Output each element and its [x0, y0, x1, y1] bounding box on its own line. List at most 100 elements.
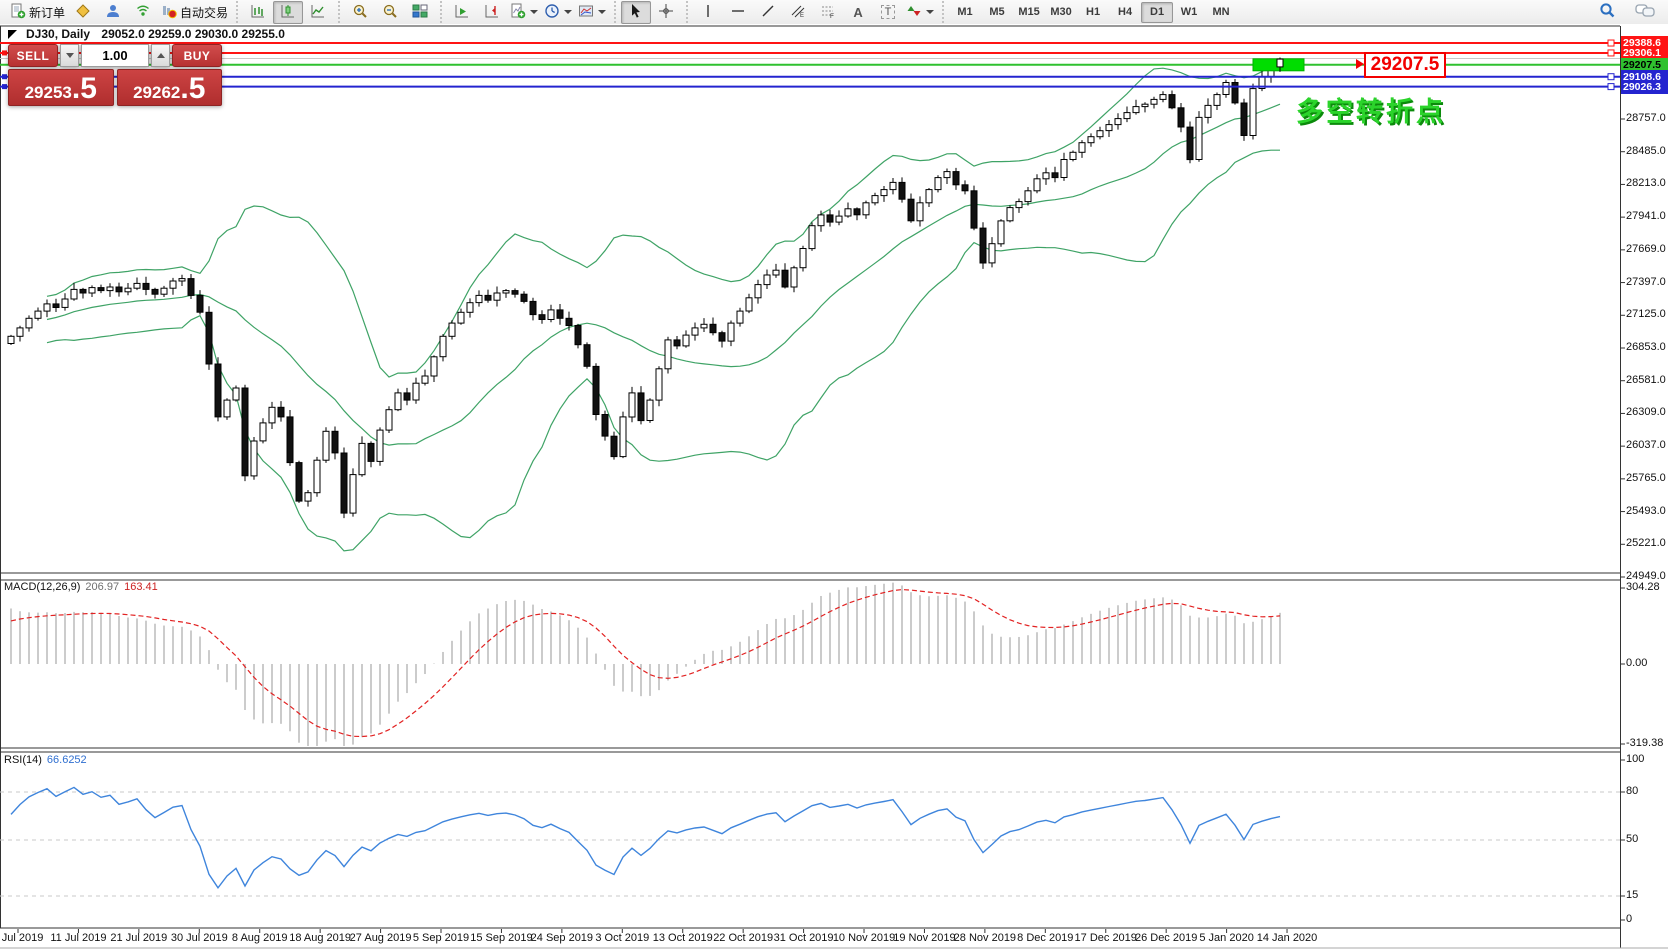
price-tick-label: 26853.0	[1626, 340, 1666, 353]
zoom-in-icon	[352, 3, 368, 22]
new-order-label: 新订单	[29, 5, 66, 20]
volume-decrease-button[interactable]	[60, 44, 79, 67]
price-level-label: 29026.3	[1621, 79, 1668, 94]
trendline-button[interactable]	[753, 1, 783, 24]
buy-price-display[interactable]: 29262 .5	[116, 69, 222, 106]
horizontal-line-button[interactable]	[723, 1, 753, 24]
equidistant-channel-button[interactable]: E	[783, 1, 813, 24]
text-label-button[interactable]: T	[873, 1, 903, 24]
date-label: 28 Nov 2019	[953, 932, 1017, 944]
arrows-caret-icon	[926, 10, 935, 14]
price-callout[interactable]: 29207.5	[1356, 51, 1446, 78]
vertical-line-button[interactable]	[693, 1, 723, 24]
volume-input[interactable]: 1.00	[81, 44, 149, 67]
price-tick-label: 28485.0	[1626, 144, 1666, 157]
one-click-trading-toggle-icon[interactable]	[8, 30, 17, 39]
macd-tick-label: -319.38	[1626, 737, 1664, 749]
spin-up-icon	[156, 53, 165, 58]
charts-icon	[75, 3, 91, 22]
horizontal-line-icon	[730, 3, 746, 22]
autotrading-icon	[161, 3, 177, 22]
volume-increase-button[interactable]	[151, 44, 170, 67]
profiles-button[interactable]	[98, 1, 128, 24]
date-label: 11 Jul 2019	[50, 932, 107, 944]
timeframe-button-MN[interactable]: MN	[1212, 6, 1230, 18]
buy-button[interactable]: BUY	[172, 44, 222, 67]
price-tick-label: 27941.0	[1626, 210, 1666, 223]
zoom-out-button[interactable]	[375, 1, 405, 24]
sell-button[interactable]: SELL	[8, 44, 58, 67]
autotrading-button[interactable]: 自动交易	[158, 1, 231, 24]
line-chart-button[interactable]	[303, 1, 333, 24]
toolbar-group-standard: 新订单 自动交易	[2, 1, 234, 23]
turning-point-annotation[interactable]: 多空转折点	[1296, 96, 1446, 127]
crosshair-button[interactable]	[651, 1, 681, 24]
auto-scroll-button[interactable]	[447, 1, 477, 24]
charts-button[interactable]	[68, 1, 98, 24]
periods-button[interactable]	[541, 1, 575, 24]
text-label-icon: T	[880, 5, 896, 19]
date-label: 24 Sep 2019	[530, 932, 594, 944]
date-label: 30 Jul 2019	[170, 932, 228, 944]
price-tick-label: 24949.0	[1626, 570, 1666, 582]
macd-tick-label: 0.00	[1626, 657, 1648, 669]
chart-canvas[interactable]	[0, 24, 1668, 950]
zoom-in-button[interactable]	[345, 1, 375, 24]
signals-button[interactable]	[128, 1, 158, 24]
candlestick-chart-button[interactable]	[273, 0, 304, 24]
chart-shift-button[interactable]	[477, 1, 507, 24]
tile-windows-button[interactable]	[405, 1, 435, 24]
date-label: 13 Oct 2019	[652, 932, 713, 944]
arrows-button[interactable]	[903, 1, 937, 24]
timeframe-button-M1[interactable]: M1	[957, 6, 973, 18]
rsi-name: RSI(14)	[4, 754, 42, 766]
price-tick-label: 25493.0	[1626, 504, 1666, 517]
toolbar-group-chart-type	[236, 0, 336, 24]
autotrading-label: 自动交易	[180, 5, 229, 20]
bar-chart-button[interactable]	[243, 1, 273, 24]
svg-text:F: F	[830, 13, 834, 19]
chat-button[interactable]	[1630, 1, 1660, 24]
indicators-button[interactable]	[507, 1, 541, 24]
chart-shift-icon	[484, 3, 500, 22]
fibonacci-button[interactable]: F	[813, 1, 843, 24]
templates-button[interactable]	[575, 1, 609, 24]
timeframe-button-D1[interactable]: D1	[1141, 1, 1174, 23]
date-label: 5 Sep 2019	[412, 932, 470, 944]
symbol-period-label: DJ30, Daily	[26, 27, 91, 41]
search-button[interactable]	[1592, 1, 1622, 24]
periods-caret-icon	[564, 10, 573, 14]
equidistant-channel-icon: E	[790, 3, 806, 22]
text-button[interactable]: A	[843, 1, 873, 24]
search-icon	[1599, 2, 1616, 22]
timeframe-button-M15[interactable]: M15	[1018, 6, 1040, 18]
sell-price-display[interactable]: 29253 .5	[8, 69, 114, 106]
timeframe-button-M30[interactable]: M30	[1050, 6, 1072, 18]
timeframe-button-W1[interactable]: W1	[1180, 6, 1198, 18]
crosshair-icon	[658, 3, 674, 22]
templates-icon	[578, 3, 594, 22]
cursor-button[interactable]	[621, 0, 652, 24]
timeframe-button-H4[interactable]: H4	[1118, 6, 1133, 18]
rsi-tick-label: 50	[1626, 833, 1639, 845]
one-click-trading-panel: SELL 1.00 BUY 29253 .5 29262 .5	[8, 44, 222, 106]
sell-price-main: 29253	[24, 83, 72, 102]
macd-value: 206.97	[85, 581, 120, 593]
timeframe-button-M5[interactable]: M5	[989, 6, 1005, 18]
price-tick-label: 26581.0	[1626, 373, 1666, 386]
macd-tick-label: 304.28	[1626, 581, 1660, 593]
price-tick-label: 25765.0	[1626, 471, 1666, 484]
svg-text:E: E	[800, 13, 804, 19]
buy-price-fraction: .5	[180, 72, 206, 105]
date-label: 21 Jul 2019	[110, 932, 168, 944]
price-tick-label: 28757.0	[1626, 111, 1666, 124]
price-tick-label: 27397.0	[1626, 275, 1666, 288]
auto-scroll-icon	[454, 3, 470, 22]
line-chart-icon	[310, 3, 326, 22]
cursor-icon	[628, 3, 644, 22]
date-label: 18 Aug 2019	[289, 932, 352, 944]
new-order-button[interactable]: 新订单	[7, 1, 68, 24]
date-label: 5 Jan 2020	[1199, 932, 1254, 944]
macd-label: MACD(12,26,9) 206.97 163.41	[4, 581, 158, 593]
timeframe-button-H1[interactable]: H1	[1086, 6, 1101, 18]
